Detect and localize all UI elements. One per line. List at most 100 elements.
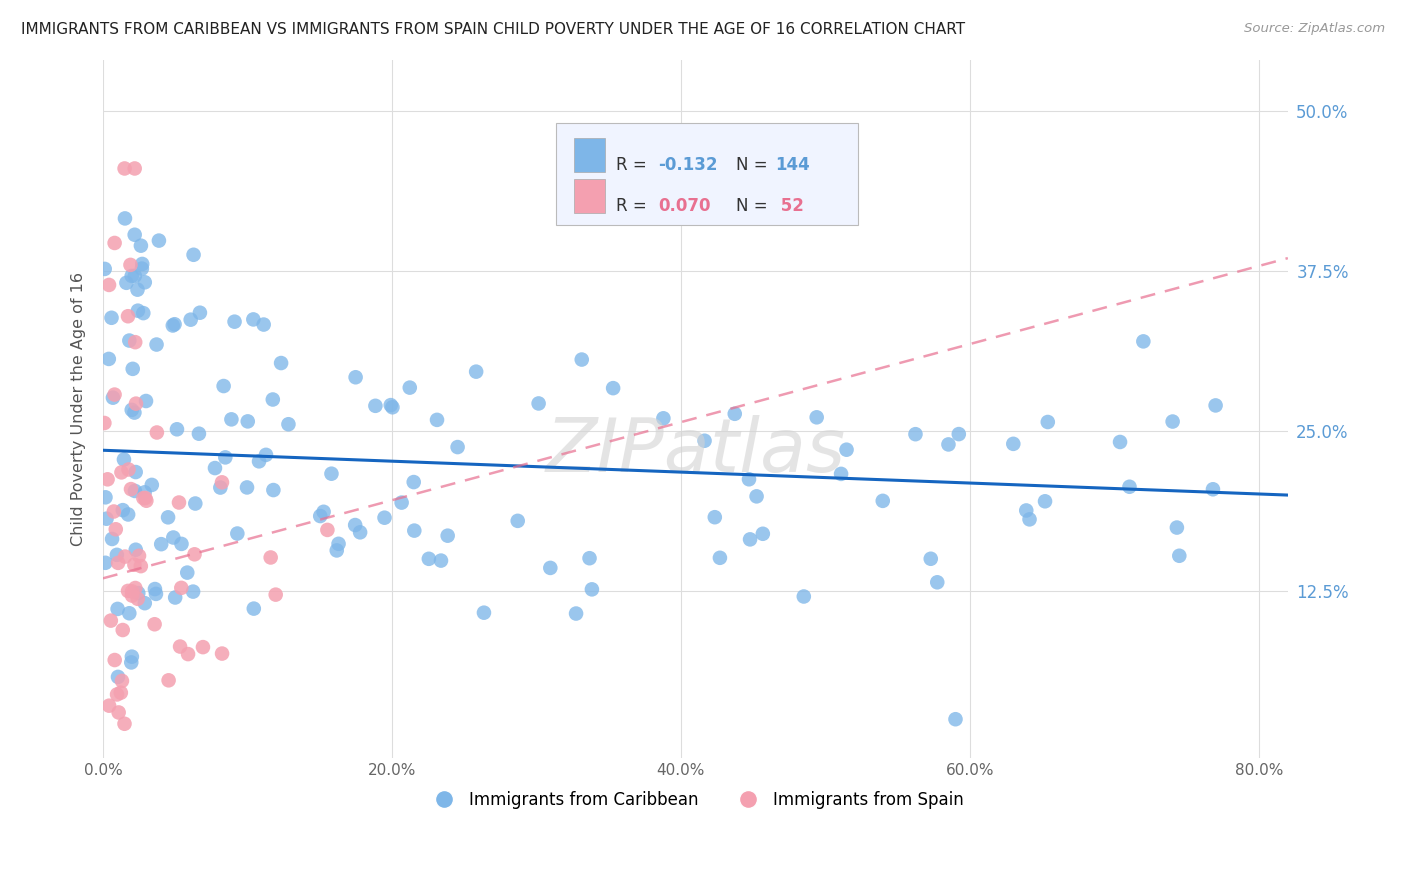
Point <box>120 482 142 496</box>
Point <box>104 653 127 667</box>
Point <box>402 475 425 489</box>
Point <box>176 566 198 580</box>
Point <box>328 537 350 551</box>
Point <box>253 318 276 332</box>
Point <box>430 553 453 567</box>
Point <box>112 452 135 467</box>
Point <box>157 510 180 524</box>
Point <box>436 529 458 543</box>
Point <box>262 392 284 407</box>
Point <box>373 510 395 524</box>
Point <box>100 310 122 325</box>
Point <box>121 268 143 283</box>
Point <box>162 318 184 333</box>
Point <box>111 503 134 517</box>
Point <box>1161 415 1184 429</box>
Point <box>204 461 226 475</box>
Point <box>316 523 339 537</box>
Point <box>166 422 188 436</box>
Point <box>124 335 146 350</box>
Point <box>262 483 284 497</box>
Point <box>134 596 156 610</box>
Point <box>752 526 775 541</box>
Point <box>602 381 624 395</box>
Point <box>224 315 246 329</box>
Point <box>738 533 761 547</box>
Point <box>115 276 138 290</box>
Point <box>134 491 156 505</box>
Point <box>1036 415 1059 429</box>
Point <box>709 550 731 565</box>
Point <box>121 649 143 664</box>
Point <box>1168 549 1191 563</box>
Text: 52: 52 <box>775 197 804 216</box>
Point <box>242 312 264 326</box>
Point <box>391 495 413 509</box>
Point <box>98 698 121 713</box>
Legend: Immigrants from Caribbean, Immigrants from Spain: Immigrants from Caribbean, Immigrants fr… <box>420 784 970 815</box>
Point <box>134 485 156 500</box>
Point <box>1202 483 1225 497</box>
Text: ZIPatlas: ZIPatlas <box>546 415 845 486</box>
Point <box>124 558 146 572</box>
Point <box>904 427 927 442</box>
Point <box>124 483 146 498</box>
Point <box>472 606 495 620</box>
Point <box>835 442 858 457</box>
Point <box>872 493 894 508</box>
Point <box>1018 512 1040 526</box>
Point <box>118 607 141 621</box>
Point <box>141 478 163 492</box>
Point <box>209 481 232 495</box>
Point <box>309 509 332 524</box>
Point <box>1033 494 1056 508</box>
Point <box>652 411 675 425</box>
Point <box>124 268 146 283</box>
Point <box>236 414 259 428</box>
Point <box>107 556 129 570</box>
Text: -0.132: -0.132 <box>658 156 717 174</box>
Point <box>565 607 588 621</box>
Point <box>114 211 136 226</box>
Point <box>135 394 157 409</box>
Point <box>581 582 603 597</box>
Point <box>1118 480 1140 494</box>
Point <box>321 467 343 481</box>
Point <box>177 647 200 661</box>
Y-axis label: Child Poverty Under the Age of 16: Child Poverty Under the Age of 16 <box>72 272 86 546</box>
Point <box>101 391 124 405</box>
Point <box>143 617 166 632</box>
Point <box>1205 399 1227 413</box>
Point <box>129 559 152 574</box>
Point <box>221 412 243 426</box>
Point <box>568 200 591 214</box>
Point <box>344 518 367 533</box>
Point <box>150 537 173 551</box>
Point <box>254 448 277 462</box>
Point <box>212 379 235 393</box>
Point <box>110 686 132 700</box>
Point <box>135 493 157 508</box>
Point <box>163 318 186 332</box>
Point <box>169 640 191 654</box>
Point <box>312 505 335 519</box>
Point <box>830 467 852 481</box>
Text: 144: 144 <box>775 156 810 174</box>
Point <box>114 161 136 176</box>
Point <box>129 238 152 252</box>
Point <box>124 406 146 420</box>
Point <box>117 462 139 476</box>
Point <box>103 387 125 401</box>
Point <box>724 407 747 421</box>
Point <box>132 306 155 320</box>
Text: N =: N = <box>735 156 772 174</box>
Point <box>693 434 716 448</box>
Point <box>111 673 134 688</box>
Point <box>117 508 139 522</box>
Point <box>446 440 468 454</box>
Point <box>326 543 349 558</box>
Point <box>183 248 205 262</box>
Point <box>107 670 129 684</box>
Point <box>381 401 404 415</box>
Point <box>103 504 125 518</box>
